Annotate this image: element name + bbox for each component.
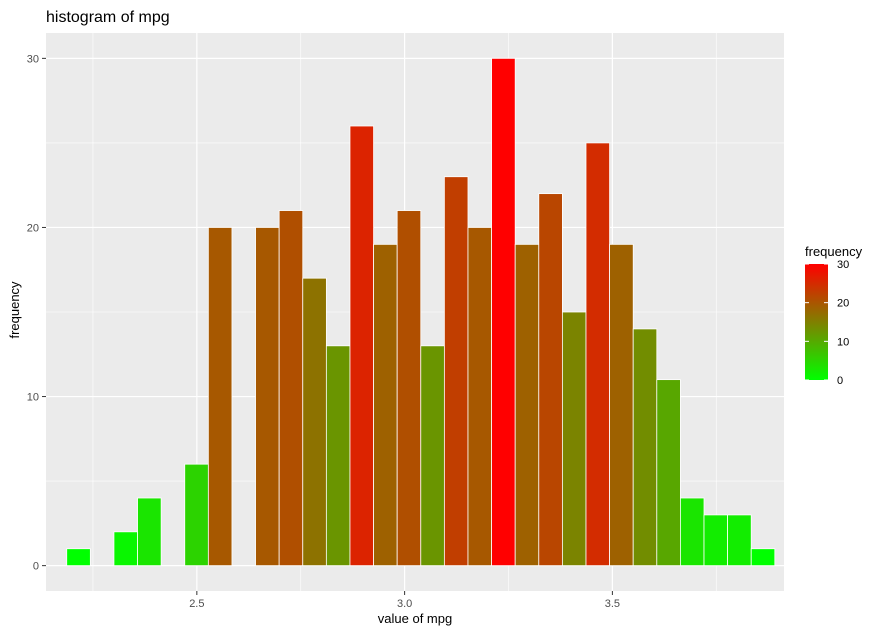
histogram-bar [349,125,374,567]
histogram-bar [656,379,681,567]
histogram-bars [66,57,776,567]
y-tick-label: 20 [27,222,39,234]
x-tick-label: 2.5 [189,598,204,610]
histogram-bar [703,514,729,567]
histogram-bar [467,227,492,567]
histogram-bar [680,497,705,567]
histogram-bar [137,497,162,567]
legend-ticks: 0 10 20 30 [805,259,849,387]
histogram-bar [113,531,138,567]
y-tick-label: 30 [27,53,39,65]
histogram-bar [66,548,91,567]
histogram-bar [396,210,422,567]
histogram-bar [420,345,445,567]
histogram-bar [207,227,233,567]
legend-colorbar [805,264,828,380]
histogram-bar [443,176,469,567]
x-tick-label: 3.0 [397,598,412,610]
x-axis-title: value of mpg [378,611,452,626]
histogram-bar [373,243,398,567]
histogram-bar [632,328,658,567]
legend-tick-label: 10 [837,336,849,348]
legend-tick-label: 20 [837,298,849,310]
legend-title: frequency [805,244,863,259]
y-axis-title: frequency [7,281,22,339]
y-tick-label: 0 [33,561,39,573]
y-axis: 0 10 20 30 [27,53,46,573]
histogram-bar [538,193,563,567]
histogram-bar [750,548,776,567]
histogram-bar [585,142,610,567]
histogram-bar [184,463,209,567]
histogram-bar [325,345,351,567]
histogram-bar [491,57,516,567]
y-tick-label: 10 [27,392,39,404]
histogram-bar [278,210,304,567]
x-axis: 2.5 3.0 3.5 [189,591,620,610]
color-legend: frequency 0 10 20 30 [805,244,863,387]
histogram-bar [302,277,327,567]
histogram-bar [514,243,540,567]
chart-title: histogram of mpg [46,9,170,26]
legend-tick-label: 0 [837,375,843,387]
x-tick-label: 3.5 [605,598,620,610]
histogram-bar [609,243,634,567]
histogram-bar [561,311,587,567]
histogram-bar [255,227,280,567]
histogram-bar [727,514,752,567]
legend-tick-label: 30 [837,259,849,271]
